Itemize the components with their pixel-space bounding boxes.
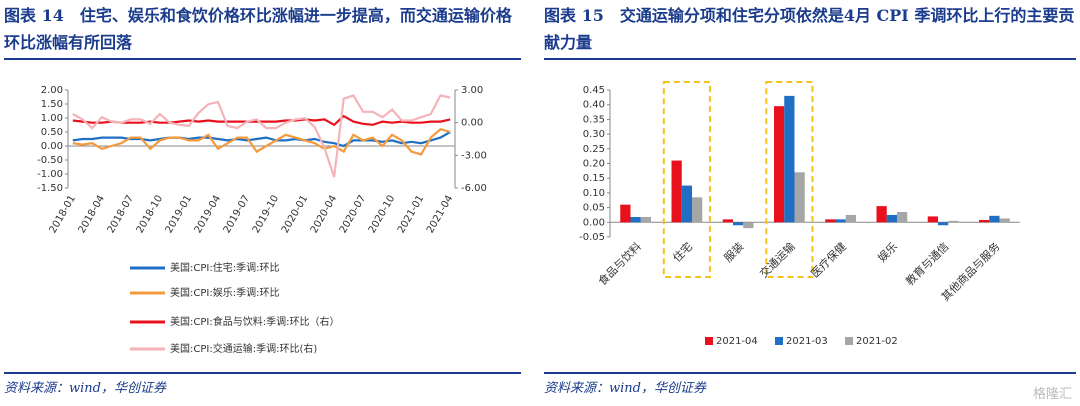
- legend-label: 美国:CPI:交通运输:季调:环比(右): [170, 342, 317, 355]
- panel-right: 图表 15 交通运输分项和住宅分项依然是4月 CPI 季调环比上行的主要贡献力量…: [540, 0, 1080, 406]
- panel-left: 图表 14 住宅、娱乐和食饮价格环比涨幅进一步提高，而交通运输价格环比涨幅有所回…: [0, 0, 525, 406]
- bar: [835, 219, 846, 223]
- y-tick-label: -1.50: [37, 183, 63, 194]
- bar: [784, 95, 795, 223]
- bar: [640, 217, 651, 223]
- bar: [948, 220, 959, 223]
- watermark: 格隆汇: [1032, 387, 1072, 402]
- y-tick-label: -1.00: [37, 169, 63, 180]
- x-tick-label: 2021-01: [396, 194, 426, 236]
- chart: -0.05 0.00 0.05 0.10 0.15 0.20 0.25 0.30 0.35 0.4…: [579, 81, 1020, 347]
- x-tick-label: 娱乐: [875, 239, 900, 264]
- legend-label: 美国:CPI:娱乐:季调:环比: [170, 286, 279, 299]
- bar: [794, 172, 805, 223]
- x-tick-label: 2019-01: [164, 194, 194, 236]
- y-tick-label: 0.50: [41, 127, 63, 138]
- y-tick-label: 0.45: [583, 85, 605, 96]
- y-tick-label: 1.50: [41, 99, 63, 110]
- y2-tick-label: 3.00: [461, 85, 483, 96]
- bar: [681, 185, 692, 223]
- x-tick-label: 2018-10: [135, 194, 165, 236]
- x-tick-label: 2018-07: [106, 194, 136, 236]
- y-tick-label: 1.00: [41, 113, 63, 124]
- y-tick-label: 0.35: [583, 114, 605, 125]
- x-tick-label: 2021-04: [425, 194, 455, 236]
- y-tick-label: 0.10: [583, 188, 605, 199]
- bar: [979, 219, 990, 223]
- highlight-box: [662, 81, 711, 278]
- x-tick-label: 2020-04: [309, 194, 339, 236]
- bar: [886, 214, 897, 223]
- bar: [927, 216, 938, 223]
- y-tick-label: -0.50: [37, 155, 63, 166]
- y-tick-label: 0.20: [583, 159, 605, 170]
- legend-label: 美国:CPI:住宅:季调:环比: [170, 261, 279, 274]
- bar: [733, 222, 744, 226]
- legend-label: 2021-04: [716, 336, 758, 347]
- bar: [692, 197, 703, 223]
- legend-label: 2021-02: [856, 336, 898, 347]
- y-tick-label: 0.00: [41, 141, 63, 152]
- bar: [671, 160, 682, 223]
- legend-label: 美国:CPI:食品与饮料:季调:环比（右）: [170, 315, 339, 328]
- x-tick-label: 2019-04: [193, 194, 223, 236]
- legend-swatch: [705, 337, 713, 345]
- chart-title: 图表 14 住宅、娱乐和食饮价格环比涨幅进一步提高，而交通运输价格环比涨幅有所回…: [4, 2, 521, 60]
- y2-tick-label: 0.00: [461, 118, 483, 129]
- bar: [845, 214, 856, 223]
- bar: [938, 222, 949, 226]
- y-tick-label: 0.40: [583, 100, 605, 111]
- highlight-box: [765, 81, 814, 278]
- y-tick-label: 0.05: [583, 203, 605, 214]
- source: 资料来源：wind，华创证券: [4, 372, 521, 396]
- y-tick-label: 0.15: [583, 173, 605, 184]
- y-tick-label: 0.00: [583, 217, 605, 228]
- bar: [774, 106, 785, 223]
- y-tick-label: -0.05: [579, 232, 605, 243]
- y-tick-label: 2.00: [41, 85, 63, 96]
- x-tick-label: 教育与通信: [903, 239, 952, 288]
- y-tick-label: 0.25: [583, 144, 605, 155]
- bar: [825, 219, 836, 223]
- chart: -1.50 -1.00 -0.50 0.00 0.50 1.00 1.50 2.00 -6.00…: [37, 85, 487, 355]
- bar: [620, 204, 631, 223]
- x-tick-label: 服装: [722, 240, 747, 265]
- bar: [897, 212, 908, 223]
- x-tick-label: 2018-01: [48, 194, 78, 236]
- x-tick-label: 2019-07: [222, 193, 252, 235]
- bar: [630, 217, 641, 223]
- bar: [743, 222, 754, 229]
- x-tick-label: 食品与饮料: [595, 239, 644, 288]
- legend-swatch: [845, 337, 853, 345]
- bar: [989, 215, 1000, 223]
- x-tick-label: 2020-01: [280, 194, 310, 236]
- series-line: [72, 114, 451, 127]
- series-line: [72, 127, 451, 156]
- bar: [722, 219, 733, 223]
- y2-tick-label: -6.00: [461, 183, 487, 194]
- legend-label: 2021-03: [786, 336, 828, 347]
- series-line: [72, 94, 451, 178]
- x-tick-label: 2019-10: [251, 194, 281, 236]
- bar: [876, 206, 887, 223]
- x-tick-label: 交通运输: [757, 239, 798, 280]
- y-tick-label: 0.30: [583, 129, 605, 140]
- source: 资料来源：wind，华创证券: [544, 372, 1076, 396]
- chart-title: 图表 15 交通运输分项和住宅分项依然是4月 CPI 季调环比上行的主要贡献力量: [544, 2, 1076, 60]
- legend-swatch: [775, 337, 783, 345]
- bar: [999, 218, 1010, 223]
- x-tick-label: 医疗保健: [808, 239, 849, 280]
- x-tick-label: 2020-07: [338, 194, 368, 236]
- x-tick-label: 2020-10: [367, 194, 397, 236]
- x-tick-label: 2018-04: [77, 194, 107, 236]
- x-tick-label: 住宅: [670, 239, 695, 264]
- y2-tick-label: -3.00: [461, 150, 487, 161]
